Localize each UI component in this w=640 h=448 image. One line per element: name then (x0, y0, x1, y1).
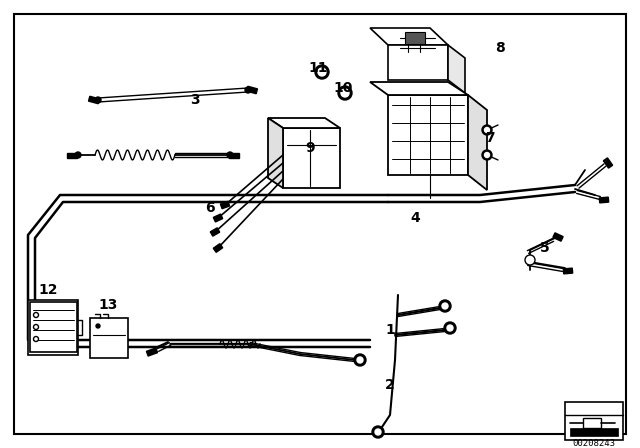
Bar (405, 32, 425, 44)
Polygon shape (220, 201, 230, 209)
Circle shape (338, 86, 352, 100)
Circle shape (315, 65, 329, 79)
Text: 00208243: 00208243 (573, 439, 616, 448)
Circle shape (33, 336, 38, 341)
Circle shape (447, 325, 453, 331)
Circle shape (444, 322, 456, 334)
Circle shape (375, 429, 381, 435)
Circle shape (357, 357, 363, 363)
Text: 13: 13 (99, 298, 118, 312)
Polygon shape (30, 302, 77, 352)
Circle shape (484, 128, 490, 133)
Polygon shape (90, 318, 128, 358)
Polygon shape (211, 228, 220, 236)
Polygon shape (388, 95, 468, 175)
Circle shape (439, 300, 451, 312)
Polygon shape (468, 95, 487, 190)
Text: 5: 5 (540, 241, 550, 255)
Circle shape (227, 152, 233, 158)
Polygon shape (370, 82, 468, 95)
Polygon shape (28, 300, 78, 355)
Polygon shape (283, 128, 340, 188)
Polygon shape (599, 197, 609, 203)
Circle shape (482, 150, 492, 160)
Polygon shape (229, 152, 239, 158)
Polygon shape (604, 158, 612, 168)
Circle shape (75, 152, 81, 158)
Polygon shape (268, 118, 283, 188)
Bar (570, 428, 618, 436)
Text: 9: 9 (305, 141, 315, 155)
Circle shape (245, 87, 251, 93)
Circle shape (482, 125, 492, 135)
Circle shape (33, 313, 38, 318)
Polygon shape (213, 214, 223, 222)
Polygon shape (147, 348, 157, 356)
Circle shape (372, 426, 384, 438)
Polygon shape (388, 45, 448, 80)
Text: 11: 11 (308, 61, 328, 75)
Polygon shape (370, 28, 448, 45)
Text: 10: 10 (333, 81, 353, 95)
Circle shape (95, 97, 101, 103)
Text: 12: 12 (38, 283, 58, 297)
Polygon shape (67, 152, 77, 158)
Polygon shape (268, 118, 340, 128)
Text: 3: 3 (190, 93, 200, 107)
Text: 6: 6 (205, 201, 215, 215)
Text: 2: 2 (385, 378, 395, 392)
Text: 4: 4 (410, 211, 420, 225)
Circle shape (525, 255, 535, 265)
Polygon shape (88, 96, 99, 103)
Circle shape (318, 68, 326, 76)
Circle shape (484, 152, 490, 158)
Polygon shape (246, 86, 257, 94)
Polygon shape (553, 233, 563, 241)
Text: 8: 8 (495, 41, 505, 55)
Polygon shape (563, 268, 573, 274)
Circle shape (442, 303, 448, 309)
Bar (565, 402, 623, 440)
Text: 7: 7 (485, 131, 495, 145)
Circle shape (341, 89, 349, 97)
Circle shape (33, 324, 38, 329)
Text: 1: 1 (385, 323, 395, 337)
Circle shape (96, 324, 100, 328)
Polygon shape (213, 244, 223, 252)
Polygon shape (448, 45, 465, 93)
Bar (583, 418, 601, 428)
Circle shape (354, 354, 366, 366)
